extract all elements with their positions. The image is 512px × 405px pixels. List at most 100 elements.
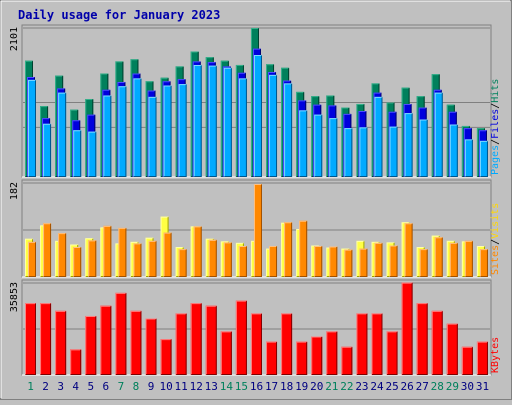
bar-highlight [115, 292, 126, 375]
bar-pages-day-28 [434, 92, 443, 177]
bar-shadow [432, 311, 443, 375]
bar-shadow [374, 243, 383, 277]
panel-top-axis-label-0: Pages [490, 145, 501, 175]
bar-pages-day-10 [163, 85, 172, 177]
bar-shadow [269, 75, 278, 177]
bar-fill [130, 310, 142, 375]
bar-pages-day-15 [238, 78, 247, 177]
bar-kbytes-day-1 [25, 303, 36, 375]
bar-sites-day-7 [118, 227, 127, 277]
bar-shadow [149, 241, 157, 277]
bar-highlight [145, 318, 157, 375]
bar-shadow [164, 233, 172, 277]
bar-shadow [296, 342, 308, 375]
bar-highlight [371, 241, 379, 277]
bar-highlight [237, 72, 246, 177]
bar-highlight [85, 98, 93, 177]
bar-kbytes-day-6 [100, 305, 112, 375]
bar-shadow [179, 84, 187, 177]
bar-shadow [465, 139, 473, 177]
bar-highlight [208, 65, 217, 177]
bar-fill [329, 246, 338, 277]
panel-bottom: 35853 KBytes [9, 279, 501, 376]
bar-fill [238, 78, 247, 177]
bar-shadow [176, 313, 187, 375]
bar-pages-day-31 [479, 140, 488, 177]
bar-highlight [479, 249, 488, 277]
bar-highlight [250, 28, 259, 177]
panel-bottom-axis-label-0: KBytes [490, 337, 501, 373]
bar-kbytes-day-22 [341, 346, 353, 375]
bar-highlight [341, 346, 352, 375]
bar-highlight [235, 242, 244, 277]
bar-shadow [103, 226, 112, 277]
bar-fill [175, 313, 187, 375]
bar-highlight [356, 313, 367, 375]
x-tick-label-19: 19 [295, 380, 308, 393]
bar-shadow [130, 311, 142, 375]
bar-fill [446, 323, 458, 375]
bar-shadow [341, 347, 353, 375]
bar-fill [269, 74, 278, 177]
bar-fill [205, 305, 217, 375]
bar-fill [163, 232, 172, 277]
bar-kbytes-day-8 [130, 310, 142, 375]
bar-highlight [296, 341, 307, 375]
bar-fill [160, 339, 172, 375]
bar-shadow [417, 303, 428, 375]
bar-highlight [373, 92, 381, 177]
bar-shadow [43, 124, 52, 177]
bar-shadow [40, 303, 52, 375]
bar-pages-day-25 [389, 126, 398, 177]
bar-highlight [220, 60, 229, 177]
panel-top-axis-label-3: / [490, 103, 501, 109]
bar-pages-day-27 [419, 119, 428, 177]
bar-shadow [28, 80, 36, 177]
bar-highlight [28, 241, 36, 277]
bar-highlight [479, 140, 488, 177]
bar-fill [178, 84, 187, 177]
bar-highlight [205, 57, 214, 177]
bar-fill [28, 241, 36, 277]
bar-highlight [177, 79, 186, 177]
bar-fill [284, 83, 293, 177]
bar-shadow [194, 65, 202, 177]
bar-highlight [118, 227, 126, 277]
bar-fill [284, 222, 293, 277]
bar-shadow [85, 316, 97, 375]
bar-shadow [284, 83, 293, 177]
bar-fill [103, 95, 112, 177]
bar-kbytes-day-27 [416, 303, 428, 375]
bar-highlight [118, 86, 126, 177]
bar-fill [250, 313, 262, 375]
bar-highlight [85, 315, 96, 375]
bar-highlight [281, 313, 292, 375]
bar-sites-day-14 [223, 242, 232, 277]
bar-fill [356, 313, 368, 375]
bar-highlight [314, 114, 322, 177]
panel-bottom-axis-label: KBytes [490, 337, 501, 373]
x-tick-label-1: 1 [27, 380, 34, 393]
bar-pages-day-30 [464, 139, 473, 177]
bar-sites-day-21 [329, 246, 338, 277]
x-tick-label-25: 25 [385, 380, 398, 393]
bar-kbytes-day-23 [356, 313, 368, 375]
bar-highlight [371, 313, 382, 375]
bar-shadow [146, 319, 157, 375]
bar-highlight [478, 130, 487, 177]
bar-highlight [130, 241, 138, 277]
bar-fill [344, 128, 353, 177]
bar-highlight [205, 305, 217, 375]
bar-kbytes-day-26 [401, 282, 413, 375]
bar-highlight [70, 109, 78, 177]
bar-highlight [431, 235, 440, 277]
bar-highlight [253, 55, 262, 177]
bar-highlight [401, 222, 410, 277]
bar-fill [148, 240, 157, 277]
bar-shadow [311, 337, 323, 375]
bar-highlight [132, 73, 140, 177]
bar-pages-day-22 [344, 128, 353, 177]
bar-highlight [416, 303, 428, 375]
bar-fill [434, 92, 443, 177]
bar-highlight [464, 139, 473, 177]
